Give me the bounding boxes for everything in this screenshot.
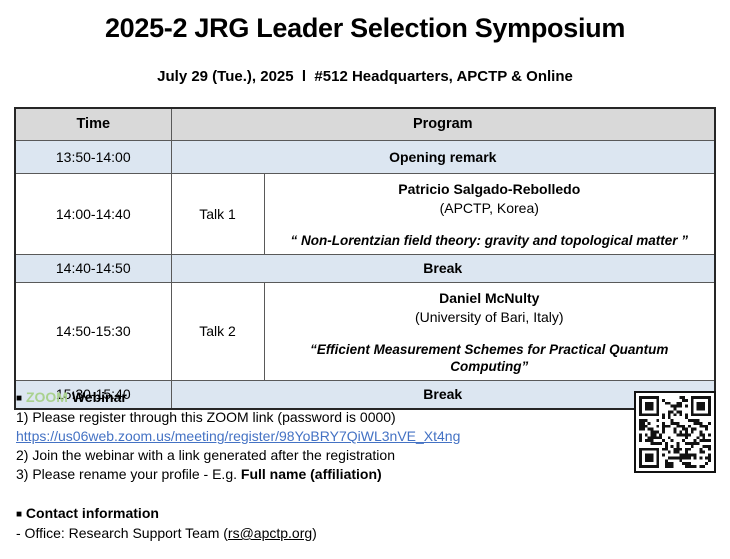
program-cell: Opening remark — [170, 139, 716, 174]
qr-code — [634, 391, 716, 473]
speaker-affiliation: (University of Bari, Italy) — [414, 308, 564, 325]
column-header-program: Program — [170, 107, 716, 141]
talk-label-cell: Talk 1 — [170, 172, 265, 255]
office-text-suffix: ) — [312, 525, 317, 541]
webinar-heading-label: Webinar — [67, 389, 127, 405]
talk-details-cell: Daniel McNulty (University of Bari, Ital… — [263, 281, 716, 381]
zoom-registration-link[interactable]: https://us06web.zoom.us/meeting/register… — [16, 428, 461, 444]
zoom-webinar-section: ■ ZOOM Webinar 1) Please register throug… — [16, 388, 616, 484]
zoom-brand-label: ZOOM — [25, 389, 68, 405]
zoom-instruction-3: 3) Please rename your profile - E.g. Ful… — [16, 465, 616, 484]
program-table: Time Program 13:50-14:00 Opening remark … — [14, 107, 717, 410]
zoom-instruction-2: 2) Join the webinar with a link generate… — [16, 447, 395, 463]
table-row-talk1: 14:00-14:40 Talk 1 Patricio Salgado-Rebo… — [14, 172, 716, 255]
event-date-location: July 29 (Tue.), 2025 l #512 Headquarters… — [157, 68, 573, 85]
page-title: 2025-2 JRG Leader Selection Symposium — [104, 13, 626, 43]
contact-heading: ■ Contact information — [16, 504, 516, 524]
talk-title: “ Non-Lorentzian field theory: gravity a… — [290, 232, 689, 248]
time-cell: 15:30-15:40 — [14, 379, 172, 410]
square-bullet-icon: ■ — [16, 393, 23, 404]
column-header-time: Time — [14, 107, 172, 141]
time-cell: 14:00-14:40 — [14, 172, 172, 255]
zoom-instruction-1: 1) Please register through this ZOOM lin… — [16, 409, 396, 425]
talk-label-cell: Talk 2 — [170, 281, 265, 381]
square-bullet-icon: ■ — [16, 509, 23, 520]
speaker-name: Daniel McNulty — [439, 289, 540, 306]
time-cell: 13:50-14:00 — [14, 139, 172, 174]
table-header-row: Time Program — [14, 107, 716, 141]
rename-format-example: Full name (affiliation) — [240, 466, 382, 482]
contact-heading-label: Contact information — [22, 505, 159, 521]
table-row-talk2: 14:50-15:30 Talk 2 Daniel McNulty (Unive… — [14, 281, 716, 381]
contact-office-line: - Office: Research Support Team (rs@apct… — [16, 524, 516, 543]
contact-section: ■ Contact information - Office: Research… — [16, 504, 516, 543]
speaker-name: Patricio Salgado-Rebolledo — [398, 180, 581, 197]
speaker-affiliation: (APCTP, Korea) — [439, 199, 539, 216]
time-cell: 14:40-14:50 — [14, 253, 172, 283]
talk-details-cell: Patricio Salgado-Rebolledo (APCTP, Korea… — [263, 172, 716, 255]
program-cell: Break — [170, 253, 716, 283]
talk-title: “Efficient Measurement Schemes for Pract… — [310, 341, 669, 374]
table-row-break1: 14:40-14:50 Break — [14, 253, 716, 283]
office-email-link[interactable]: rs@apctp.org — [227, 525, 313, 541]
table-row-opening: 13:50-14:00 Opening remark — [14, 139, 716, 174]
zoom-webinar-heading: ■ ZOOM Webinar — [16, 388, 616, 408]
time-cell: 14:50-15:30 — [14, 281, 172, 381]
instruction-3-text: 3) Please rename your profile - E.g. — [16, 466, 241, 482]
office-text: - Office: Research Support Team ( — [16, 525, 228, 541]
